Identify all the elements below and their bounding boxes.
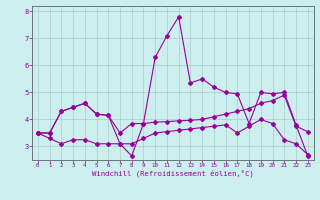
- X-axis label: Windchill (Refroidissement éolien,°C): Windchill (Refroidissement éolien,°C): [92, 170, 254, 177]
